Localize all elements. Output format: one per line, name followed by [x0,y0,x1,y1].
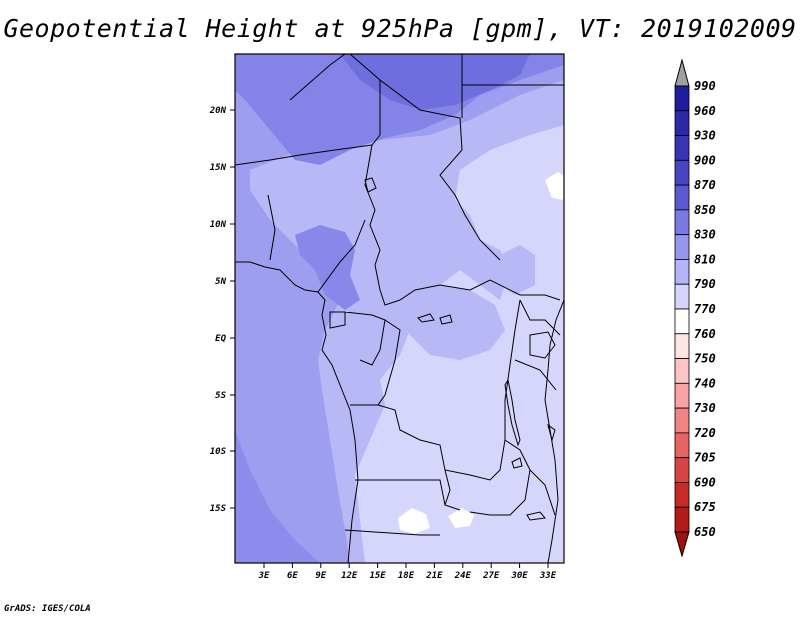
colorbar-swatch [674,110,690,136]
colorbar-label: 990 [694,79,716,93]
boundaries [235,54,564,563]
contour-760-c [545,172,564,200]
colorbar-swatch [674,184,690,211]
colorbar-label: 830 [694,228,716,242]
colorbar-label: 650 [694,525,716,539]
lat-label: EQ [215,334,226,344]
colorbar-swatch [674,283,690,310]
colorbar-label: 750 [694,352,716,366]
colorbar-label: 705 [694,451,716,465]
map-title: Geopotential Height at 925hPa [gpm], VT:… [3,14,797,43]
colorbar-label: 770 [694,302,716,316]
border-nigeria [267,194,366,293]
colorbar-swatch [674,85,690,112]
border-east [514,299,561,516]
colorbar-swatch [674,506,690,533]
map-frame [234,53,565,564]
colorbar-swatch [674,382,690,409]
colorbar-swatch [674,209,690,236]
lat-label: 15N [210,163,227,173]
colorbar-label: 810 [694,252,716,266]
colorbar-swatch [674,482,690,508]
colorbar-label: 790 [694,277,716,291]
lake-victoria [529,331,556,359]
colorbar-swatch [674,457,690,483]
contour-790-east [500,245,535,295]
lon-label: 3E [258,571,270,581]
colorbar-swatch [674,333,690,359]
border-sahel [235,54,501,261]
contour-850 [340,54,530,110]
colorbar-label: 720 [694,426,716,440]
border-congo [329,311,386,366]
border-angola [344,404,461,536]
lat-label: 5N [215,277,226,287]
colorbar-label: 690 [694,475,716,489]
colorbar-label: 760 [694,327,716,341]
colorbar-label: 730 [694,401,716,415]
lake-tanganyika [504,378,521,447]
colorbar-label: 675 [694,500,716,514]
contour-790-congo [402,285,505,360]
colorbar-over-arrow [674,58,690,87]
credit-label: GrADS: IGES/COLA [4,604,91,614]
border-zambia [444,439,531,516]
lon-label: 6E [287,571,298,581]
colorbar-swatch [674,259,690,285]
latitude-axis: 20N 15N 10N 5N EQ 5S 10S 15S [209,106,235,514]
colorbar-under-arrow [674,531,690,558]
lon-label: 21E [425,571,443,581]
colorbar-label: 930 [694,129,716,143]
lon-label: 15E [369,571,386,581]
colorbar-swatch [674,135,690,161]
lon-label: 18E [398,571,415,581]
lat-label: 10N [210,220,227,230]
colorbar: 990 960 930 900 870 850 830 810 790 770 760 750 740 7… [674,58,716,558]
inland-lakes [417,313,556,521]
lon-label: 24E [454,571,472,581]
colorbar-label: 850 [694,203,716,217]
lon-label: 27E [482,571,500,581]
border-chad [364,144,561,306]
colorbar-label: 960 [694,104,716,118]
lon-label: 9E [315,571,326,581]
longitude-axis: 3E 6E 9E 12E 15E 18E 21E 24E 27E 30E 33E [258,563,557,581]
lat-label: 5S [215,391,226,401]
coastline-east [544,299,564,563]
colorbar-swatch [674,358,690,384]
contour-830 [295,225,360,310]
colorbar-label: 870 [694,178,716,192]
colorbar-swatch [674,308,690,335]
border-drc [377,299,521,481]
contour-760-b [448,508,474,528]
colorbar-label: 900 [694,153,716,167]
lat-label: 10S [210,447,227,457]
lat-label: 20N [209,106,227,116]
contour-760-a [398,508,430,534]
colorbar-label: 740 [694,376,716,390]
coastline-west [235,261,359,563]
colorbar-swatch [674,159,690,186]
colorbar-swatch [674,407,690,434]
border-north [289,54,564,118]
lon-label: 12E [341,571,358,581]
contour-830-atlantic [235,430,320,563]
contour-fill [235,54,564,563]
lon-label: 33E [539,571,557,581]
lat-label: 15S [210,504,227,514]
lake-chad [364,177,377,193]
colorbar-swatch [674,234,690,260]
lon-label: 30E [510,571,528,581]
colorbar-swatch [674,432,690,459]
